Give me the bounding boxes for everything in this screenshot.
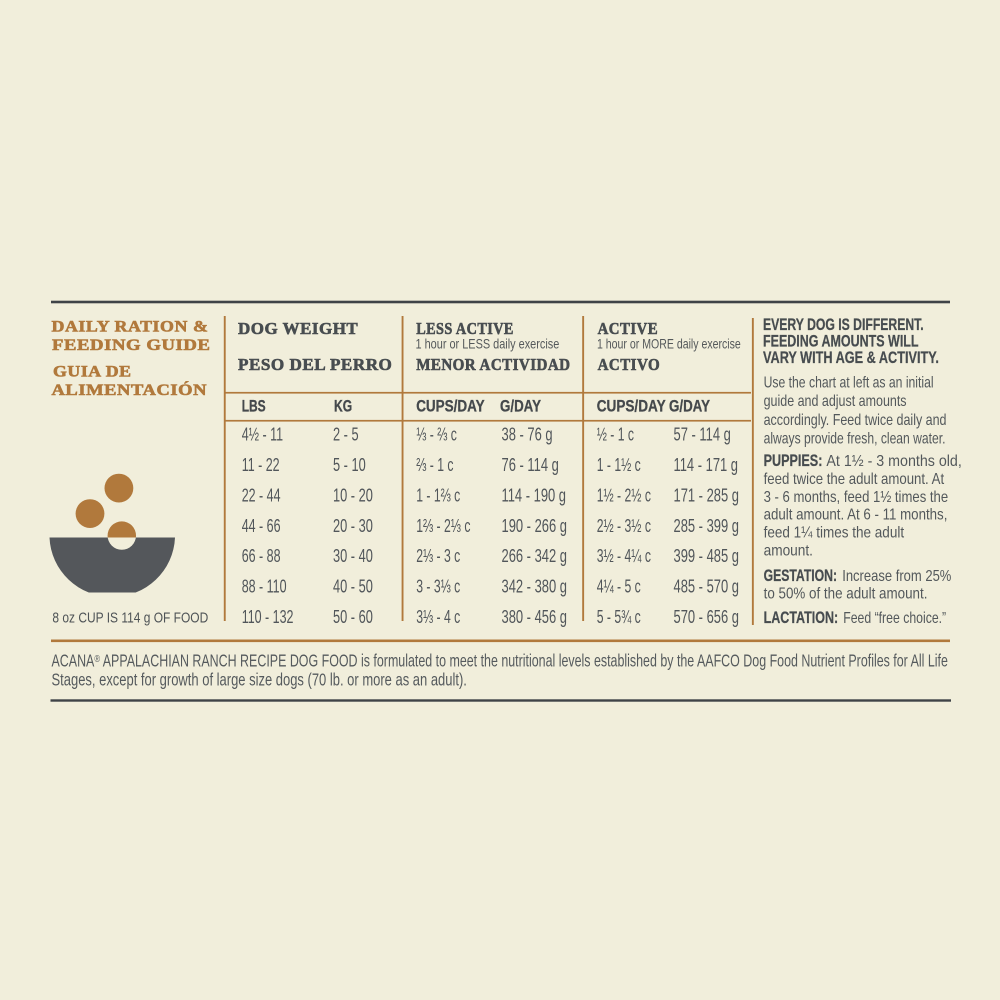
svg-text:114 - 171 g: 114 - 171 g xyxy=(674,456,739,476)
svg-text:50 - 60: 50 - 60 xyxy=(333,608,373,628)
svg-text:30 - 40: 30 - 40 xyxy=(333,547,373,567)
svg-text:44 - 66: 44 - 66 xyxy=(242,517,281,537)
svg-text:MENOR ACTIVIDAD: MENOR ACTIVIDAD xyxy=(416,356,570,374)
svg-text:PESO DEL PERRO: PESO DEL PERRO xyxy=(238,355,392,374)
svg-text:20 - 30: 20 - 30 xyxy=(333,517,373,537)
svg-text:4½ - 11: 4½ - 11 xyxy=(242,425,283,445)
svg-text:88 - 110: 88 - 110 xyxy=(242,577,287,597)
svg-text:76 - 114 g: 76 - 114 g xyxy=(502,456,559,476)
svg-text:FEEDING GUIDE: FEEDING GUIDE xyxy=(52,336,211,353)
svg-text:guide and adjust amounts: guide and adjust amounts xyxy=(764,393,907,411)
svg-text:3⅓ - 4 c: 3⅓ - 4 c xyxy=(416,608,460,628)
svg-text:ACTIVO: ACTIVO xyxy=(598,356,661,374)
svg-text:110 - 132: 110 - 132 xyxy=(242,608,294,628)
svg-text:1 - 1⅔ c: 1 - 1⅔ c xyxy=(416,486,460,506)
svg-text:PUPPIES:: PUPPIES: xyxy=(764,453,823,471)
svg-text:485 - 570 g: 485 - 570 g xyxy=(674,577,739,597)
svg-text:Increase from 25%: Increase from 25% xyxy=(842,568,951,586)
svg-text:CUPS/DAY: CUPS/DAY xyxy=(597,397,666,416)
svg-text:ACANA® APPALACHIAN RANCH RECIP: ACANA® APPALACHIAN RANCH RECIPE DOG FOOD… xyxy=(52,651,948,670)
svg-text:342 - 380 g: 342 - 380 g xyxy=(502,577,567,597)
svg-text:CUPS/DAY: CUPS/DAY xyxy=(416,397,484,416)
svg-text:ACTIVE: ACTIVE xyxy=(598,320,658,338)
svg-text:Stages, except for growth of l: Stages, except for growth of large size … xyxy=(52,671,467,690)
svg-text:At 1½ - 3 months old,: At 1½ - 3 months old, xyxy=(826,452,961,470)
svg-text:4¼ - 5 c: 4¼ - 5 c xyxy=(597,577,641,597)
svg-text:adult amount. At 6 - 11 months: adult amount. At 6 - 11 months, xyxy=(764,507,948,524)
svg-text:285 - 399 g: 285 - 399 g xyxy=(674,517,739,537)
svg-text:1⅔ - 2⅓ c: 1⅔ - 2⅓ c xyxy=(416,516,470,536)
svg-text:½ - 1 c: ½ - 1 c xyxy=(597,425,634,445)
svg-text:8 oz CUP IS 114 g OF FOOD: 8 oz CUP IS 114 g OF FOOD xyxy=(52,609,208,625)
svg-text:10 - 20: 10 - 20 xyxy=(333,486,373,506)
svg-text:399 - 485 g: 399 - 485 g xyxy=(674,547,739,567)
svg-text:40 - 50: 40 - 50 xyxy=(333,577,373,597)
svg-text:57 - 114 g: 57 - 114 g xyxy=(674,426,731,446)
svg-text:feed 1¼ times the adult: feed 1¼ times the adult xyxy=(764,525,904,542)
svg-text:to 50% of the adult amount.: to 50% of the adult amount. xyxy=(764,586,928,603)
svg-text:38 - 76 g: 38 - 76 g xyxy=(502,426,553,446)
svg-text:always provide fresh, clean wa: always provide fresh, clean water. xyxy=(764,430,946,448)
svg-text:feed twice the adult amount. A: feed twice the adult amount. At xyxy=(764,471,945,488)
svg-text:5 - 10: 5 - 10 xyxy=(333,456,366,476)
svg-text:1 hour or LESS daily exercise: 1 hour or LESS daily exercise xyxy=(416,336,560,351)
svg-text:5 - 5¾ c: 5 - 5¾ c xyxy=(597,608,641,628)
svg-text:G/DAY: G/DAY xyxy=(669,397,710,416)
svg-text:380 - 456 g: 380 - 456 g xyxy=(502,608,567,628)
svg-text:1½ - 2½ c: 1½ - 2½ c xyxy=(597,486,651,506)
svg-text:2 - 5: 2 - 5 xyxy=(333,426,359,446)
svg-text:1 hour or MORE daily exercise: 1 hour or MORE daily exercise xyxy=(597,336,741,352)
svg-text:FEEDING AMOUNTS WILL: FEEDING AMOUNTS WILL xyxy=(763,333,919,351)
svg-text:2⅓ - 3 c: 2⅓ - 3 c xyxy=(416,547,460,567)
svg-text:190 - 266 g: 190 - 266 g xyxy=(502,517,567,537)
svg-text:accordingly. Feed twice daily: accordingly. Feed twice daily and xyxy=(764,412,947,430)
svg-text:3 - 6 months, feed 1½ times th: 3 - 6 months, feed 1½ times the xyxy=(764,489,949,506)
svg-text:GESTATION:: GESTATION: xyxy=(764,568,837,586)
svg-text:171 - 285 g: 171 - 285 g xyxy=(674,486,739,506)
svg-text:266 - 342 g: 266 - 342 g xyxy=(502,547,567,567)
svg-text:2½ - 3½ c: 2½ - 3½ c xyxy=(597,516,651,536)
svg-text:66 - 88: 66 - 88 xyxy=(242,547,281,567)
svg-text:570 - 656 g: 570 - 656 g xyxy=(674,608,739,628)
svg-text:LACTATION:: LACTATION: xyxy=(764,610,839,628)
svg-text:G/DAY: G/DAY xyxy=(500,397,541,416)
svg-text:11 - 22: 11 - 22 xyxy=(242,456,280,476)
svg-text:Use the chart at left as an in: Use the chart at left as an initial xyxy=(764,374,934,392)
svg-text:DOG WEIGHT: DOG WEIGHT xyxy=(238,319,358,338)
svg-text:3½ - 4¼ c: 3½ - 4¼ c xyxy=(597,547,651,567)
svg-text:LESS ACTIVE: LESS ACTIVE xyxy=(416,320,514,338)
svg-text:⅓ - ⅔ c: ⅓ - ⅔ c xyxy=(416,425,457,445)
svg-text:1 - 1½ c: 1 - 1½ c xyxy=(597,456,641,476)
svg-text:GUIA DE: GUIA DE xyxy=(53,362,132,380)
svg-text:Feed “free choice.”: Feed “free choice.” xyxy=(843,610,946,628)
svg-text:22 - 44: 22 - 44 xyxy=(242,486,281,506)
svg-text:3 - 3⅓ c: 3 - 3⅓ c xyxy=(416,577,460,597)
svg-text:⅔ - 1 c: ⅔ - 1 c xyxy=(416,456,453,476)
svg-text:KG: KG xyxy=(334,398,352,416)
svg-text:LBS: LBS xyxy=(242,398,266,416)
svg-text:114 - 190 g: 114 - 190 g xyxy=(502,486,567,506)
svg-text:DAILY RATION &: DAILY RATION & xyxy=(52,317,209,335)
svg-text:EVERY DOG IS DIFFERENT.: EVERY DOG IS DIFFERENT. xyxy=(763,316,924,334)
svg-text:ALIMENTACIÓN: ALIMENTACIÓN xyxy=(52,381,208,399)
svg-text:amount.: amount. xyxy=(764,543,813,560)
svg-text:VARY WITH AGE & ACTIVITY.: VARY WITH AGE & ACTIVITY. xyxy=(763,350,939,368)
